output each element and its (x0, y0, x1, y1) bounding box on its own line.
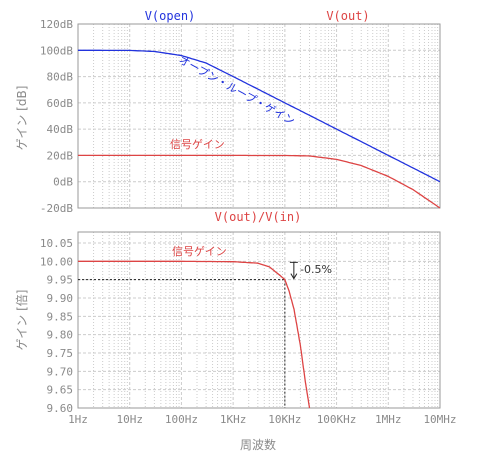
y-tick-label: 40dB (47, 123, 74, 136)
y-tick-label: 0dB (53, 176, 73, 189)
top-y-axis-label: ゲイン [dB] (15, 86, 29, 151)
y-tick-label: 80dB (47, 71, 74, 84)
plot-frame (77, 231, 441, 409)
x-tick-label: 1Hz (68, 413, 88, 426)
y-tick-label: 9.90 (47, 292, 74, 305)
x-tick-label: 10KHz (268, 413, 301, 426)
x-tick-label: 1KHz (220, 413, 247, 426)
y-tick-label: 120dB (40, 18, 73, 31)
bottom-title: V(out)/V(in) (215, 210, 302, 224)
y-tick-label: 100dB (40, 44, 73, 57)
bottom-y-axis-label: ゲイン [倍] (14, 290, 29, 351)
y-tick-label: 9.60 (47, 402, 74, 415)
signal-gain-annotation-bottom: 信号ゲイン (172, 245, 227, 258)
signal-gain-annotation-top: 信号ゲイン (170, 138, 225, 151)
y-tick-label: 20dB (47, 149, 74, 162)
y-tick-label: 9.95 (47, 274, 74, 287)
x-tick-label: 100KHz (317, 413, 357, 426)
y-tick-label: 9.70 (47, 365, 74, 378)
x-tick-label: 10MHz (423, 413, 456, 426)
y-tick-label: 10.00 (40, 255, 73, 268)
x-tick-label: 1MHz (375, 413, 402, 426)
x-tick-label: 10Hz (116, 413, 143, 426)
y-tick-label: 10.05 (40, 237, 73, 250)
y-tick-label: -20dB (40, 202, 73, 215)
y-tick-label: 60dB (47, 97, 74, 110)
arrow-head (290, 273, 298, 280)
y-tick-label: 9.65 (47, 384, 74, 397)
x-tick-label: 100Hz (165, 413, 198, 426)
top-title-open: V(open) (145, 9, 196, 23)
x-axis-label: 周波数 (240, 437, 276, 452)
top-chart: 120dB 100dB 80dB 60dB 40dB 20dB 0dB -20dB (40, 18, 441, 215)
y-tick-label: 9.75 (47, 347, 74, 360)
series-line-v-out-v-in- (78, 260, 311, 409)
bottom-chart: 10.05 10.00 9.95 9.90 9.85 9.80 9.75 9.70 9.65 9.… (40, 231, 457, 426)
top-title-out: V(out) (326, 9, 369, 23)
y-tick-label: 9.85 (47, 310, 74, 323)
plot-frame (77, 23, 441, 209)
series-line-v-open- (78, 49, 440, 183)
open-loop-annotation: オープン・ループ・ゲイン (177, 53, 297, 128)
series-line-v-out- (78, 154, 440, 209)
y-tick-label: 9.80 (47, 329, 74, 342)
minus-half-percent-label: -0.5% (300, 263, 332, 276)
